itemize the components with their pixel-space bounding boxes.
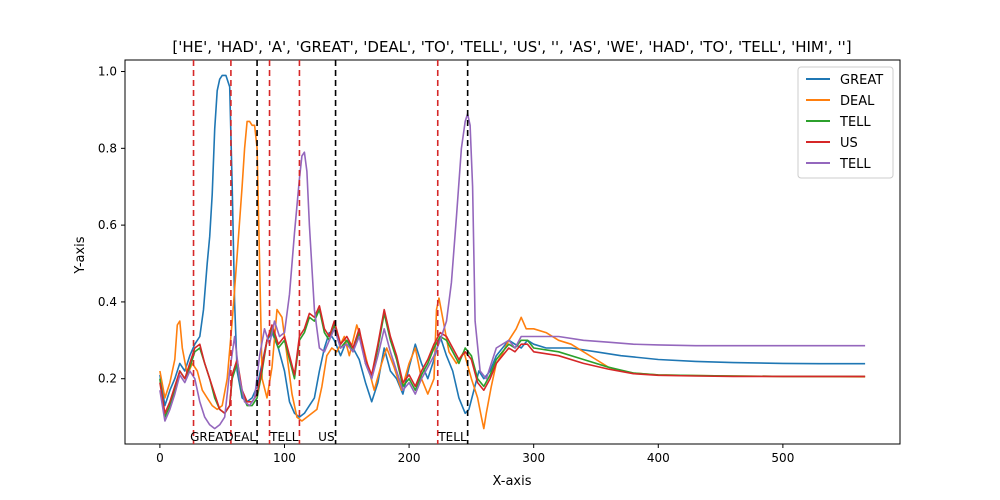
series-line-3 <box>159 305 866 415</box>
legend-box <box>797 66 894 179</box>
legend-label-0: GREAT <box>840 73 883 88</box>
x-axis-label: X-axis <box>493 474 532 489</box>
y-tick-label-2: 0.6 <box>98 218 117 232</box>
marker-label-5: US <box>318 430 334 444</box>
legend-label-4: TELL <box>839 157 871 172</box>
chart-title: ['HE', 'HAD', 'A', 'GREAT', 'DEAL', 'TO'… <box>172 38 851 56</box>
y-tick-label-4: 1.0 <box>98 65 117 79</box>
x-tick-label-3: 300 <box>522 451 545 465</box>
legend-label-3: US <box>840 136 858 151</box>
marker-label-1: GREAT <box>190 430 230 444</box>
x-tick-label-0: 0 <box>156 451 164 465</box>
x-tick-label-2: 200 <box>398 451 421 465</box>
x-tick-label-4: 400 <box>647 451 670 465</box>
series-line-4 <box>159 113 866 430</box>
marker-label-2: DEAL <box>224 430 256 444</box>
x-tick-label-1: 100 <box>273 451 296 465</box>
x-tick-label-5: 500 <box>771 451 794 465</box>
series-line-1 <box>159 120 866 430</box>
marker-label-4: TELL <box>269 430 299 444</box>
y-tick-label-3: 0.8 <box>98 141 117 155</box>
series-line-0 <box>159 74 866 418</box>
legend-label-1: DEAL <box>840 94 875 109</box>
legend: GREAT DEAL TELL US TELL <box>797 66 894 179</box>
y-tick-label-1: 0.4 <box>98 295 117 309</box>
marker-label-7: TELL <box>437 430 467 444</box>
y-tick-label-0: 0.2 <box>98 372 117 386</box>
legend-label-2: TELL <box>839 115 871 130</box>
plot-frame <box>124 59 901 445</box>
y-axis-label: Y-axis <box>73 236 88 274</box>
plot-area <box>159 74 866 430</box>
